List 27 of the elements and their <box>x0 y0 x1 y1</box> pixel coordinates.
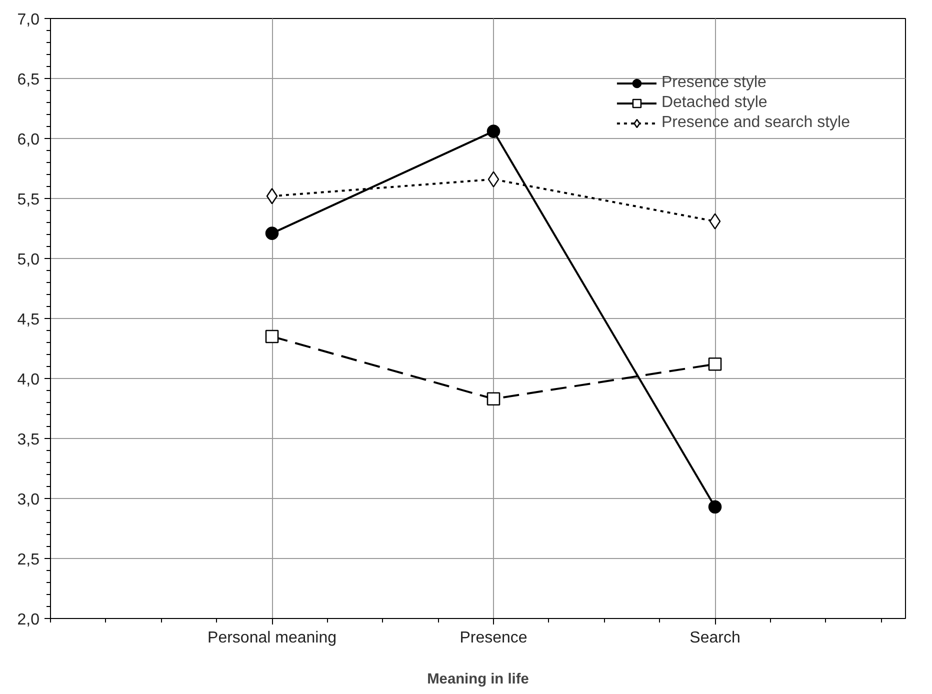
point <box>709 213 721 230</box>
y-tick-label: 6,5 <box>17 72 40 88</box>
y-tick-label: 4,5 <box>17 312 40 328</box>
point <box>266 188 278 204</box>
y-tick-label: 4,0 <box>17 372 40 388</box>
legend-label: Presence style <box>661 74 766 92</box>
x-tick-label: Personal meaning <box>208 630 336 646</box>
y-tick-label: 5,5 <box>17 192 40 208</box>
point <box>708 500 722 514</box>
point <box>486 124 500 138</box>
point <box>486 392 500 406</box>
legend-label: Presence and search style <box>661 114 850 132</box>
y-tick-label: 2,5 <box>17 552 40 568</box>
x-axis-title: Meaning in life <box>427 672 529 688</box>
point <box>488 171 500 188</box>
y-tick-label: 7,0 <box>17 12 40 28</box>
y-tick-label: 6,0 <box>17 132 40 148</box>
x-tick-label: Search <box>690 630 740 646</box>
y-tick-label: 3,5 <box>17 432 40 448</box>
y-tick-label: 2,0 <box>17 612 40 628</box>
point <box>265 226 279 240</box>
point <box>265 330 279 344</box>
point <box>708 357 722 371</box>
x-tick-label: Presence <box>460 630 528 646</box>
y-tick-label: 3,0 <box>17 492 40 508</box>
y-tick-label: 5,0 <box>17 252 40 268</box>
legend-label: Detached style <box>661 94 768 112</box>
